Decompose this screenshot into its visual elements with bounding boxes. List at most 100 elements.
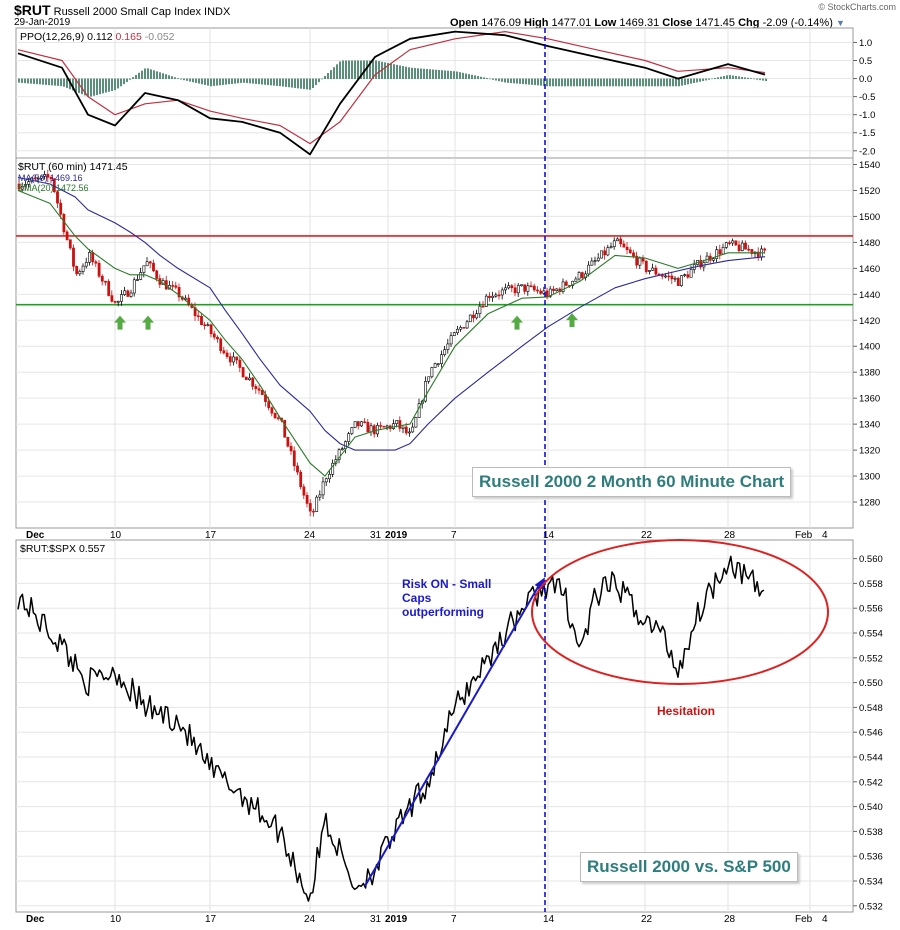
ppo-histogram-bar [567,78,569,87]
ppo-histogram-bar [702,78,704,82]
candle-body [628,249,632,254]
risk-on-line-3: outperforming [402,605,484,619]
candle-body [571,280,575,286]
candle-body [228,356,232,363]
candle-body [81,265,85,272]
ppo-histogram-bar [696,78,698,83]
price-ytick-label: 1420 [859,316,880,327]
ratio-ytick-label: 0.546 [859,728,883,739]
candle-body [670,275,674,280]
candle-body [113,301,117,303]
ppo-histogram-bar [210,78,212,87]
ppo-histogram-bar [762,78,764,81]
ppo-histogram-bar [690,78,692,84]
candle-body [456,328,459,334]
index-name: Russell 2000 Small Cap Index [53,6,201,18]
dropdown-icon[interactable]: ▼ [835,18,845,28]
ppo-histogram-bar [585,78,587,87]
candle-body [718,249,722,255]
ppo-histogram-bar [537,78,539,86]
ppo-histogram-bar [678,78,680,87]
x-tick-label: 4 [822,914,828,925]
candle-body [235,356,239,361]
ratio-ytick-label: 0.534 [859,877,883,888]
ppo-histogram-bar [162,73,164,80]
ppo-histogram-bar [570,78,572,87]
candle-body [404,426,408,434]
candle-body [686,274,690,278]
ppo-histogram-bar [444,70,446,80]
ppo-histogram-bar [150,69,152,80]
ppo-histogram-bar [225,78,227,85]
x-tick-label: Feb [795,914,813,925]
ppo-histogram-bar [657,78,659,87]
candle-body [424,381,427,402]
candle-body [65,231,69,240]
candle-body [372,425,376,435]
ppo-histogram-bar [426,69,428,80]
ppo-ytick-label: -1.5 [859,128,875,139]
ppo-histogram-bar [492,78,494,80]
candle-body [219,338,223,351]
candle-body [257,388,261,391]
candle-body [699,260,703,268]
ppo-histogram-bar [489,78,491,80]
price-ytick-label: 1360 [859,394,880,405]
candle-body [276,417,280,420]
candle-body [136,279,139,281]
ppo-histogram-bar [315,78,317,86]
chg-value: -2.09 (-0.14%) [762,17,833,29]
candle-body [88,252,91,263]
ppo-histogram-bar [435,69,437,80]
ppo-histogram-bar [261,78,263,85]
ppo-histogram-bar [336,64,338,80]
ppo-histogram-bar [249,78,251,84]
ppo-histogram-bar [603,78,605,87]
ppo-histogram-bar [171,76,173,80]
candle-body [468,314,472,323]
ppo-histogram-bar [636,78,638,87]
x-tick-label: 2019 [385,914,408,925]
ppo-histogram-bar [357,60,359,80]
ppo-histogram-bar [747,77,749,80]
ppo-histogram-bar [39,78,41,85]
candle-body [724,242,728,248]
candle-body [75,266,79,275]
ppo-histogram-bar [267,78,269,86]
ratio-ytick-label: 0.538 [859,827,883,838]
candle-body [494,294,498,297]
candle-body [353,421,357,428]
candle-body [728,242,731,244]
ratio-ytick-label: 0.532 [859,901,883,912]
candle-body [321,481,325,496]
ppo-histogram-bar [180,78,182,80]
price-ytick-label: 1440 [859,290,880,301]
ppo-histogram-bar [81,78,83,95]
candle-body [46,174,50,178]
candle-body [392,423,395,429]
ppo-histogram-bar [27,78,29,84]
ppo-histogram-bar [360,60,362,80]
candle-body [129,292,133,297]
ppo-histogram-bar [450,70,452,80]
ppo-histogram-bar [36,78,38,85]
candle-body [398,420,402,429]
candle-body [440,354,443,364]
candle-body [504,287,507,291]
ratio-ytick-label: 0.542 [859,777,883,788]
candle-body [612,240,616,247]
x-tick-label: 10 [110,530,122,541]
ppo-histogram-bar [753,78,755,80]
ppo-histogram-bar [738,76,740,80]
candle-body [577,272,581,280]
x-tick-label: 22 [641,530,653,541]
ppo-histogram-bar [207,78,209,86]
candle-body [36,177,40,180]
candle-body [648,270,651,272]
x-tick-label: 28 [724,530,736,541]
ppo-histogram-bar [612,78,614,87]
close-label: Close [662,17,693,29]
price-ytick-label: 1280 [859,498,880,509]
candle-body [673,277,677,280]
